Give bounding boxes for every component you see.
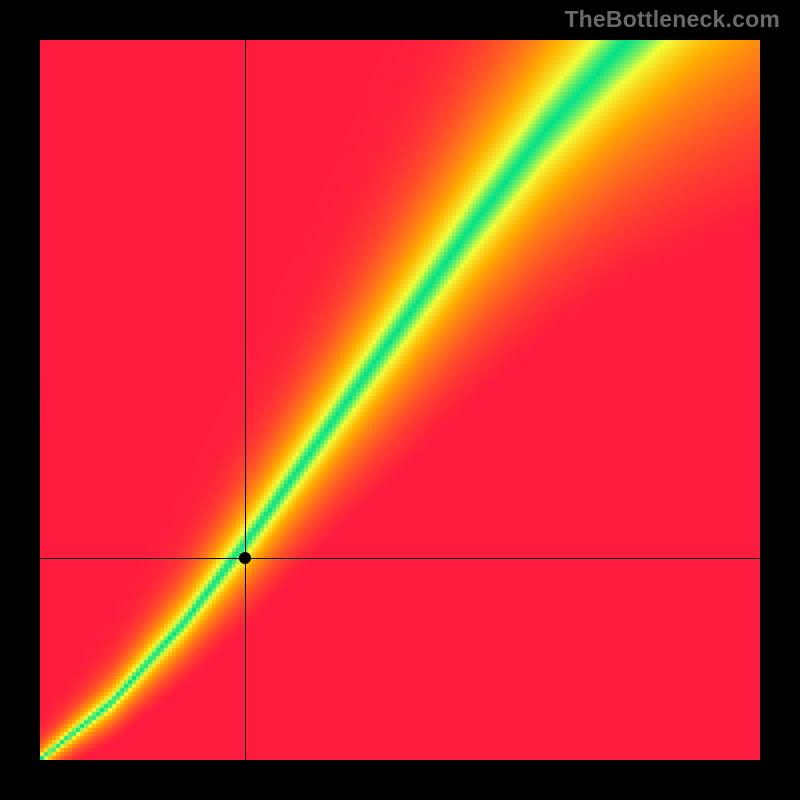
figure-frame: TheBottleneck.com bbox=[0, 0, 800, 800]
watermark-text: TheBottleneck.com bbox=[564, 6, 780, 33]
heatmap-canvas bbox=[40, 40, 760, 760]
plot-area bbox=[40, 40, 760, 760]
